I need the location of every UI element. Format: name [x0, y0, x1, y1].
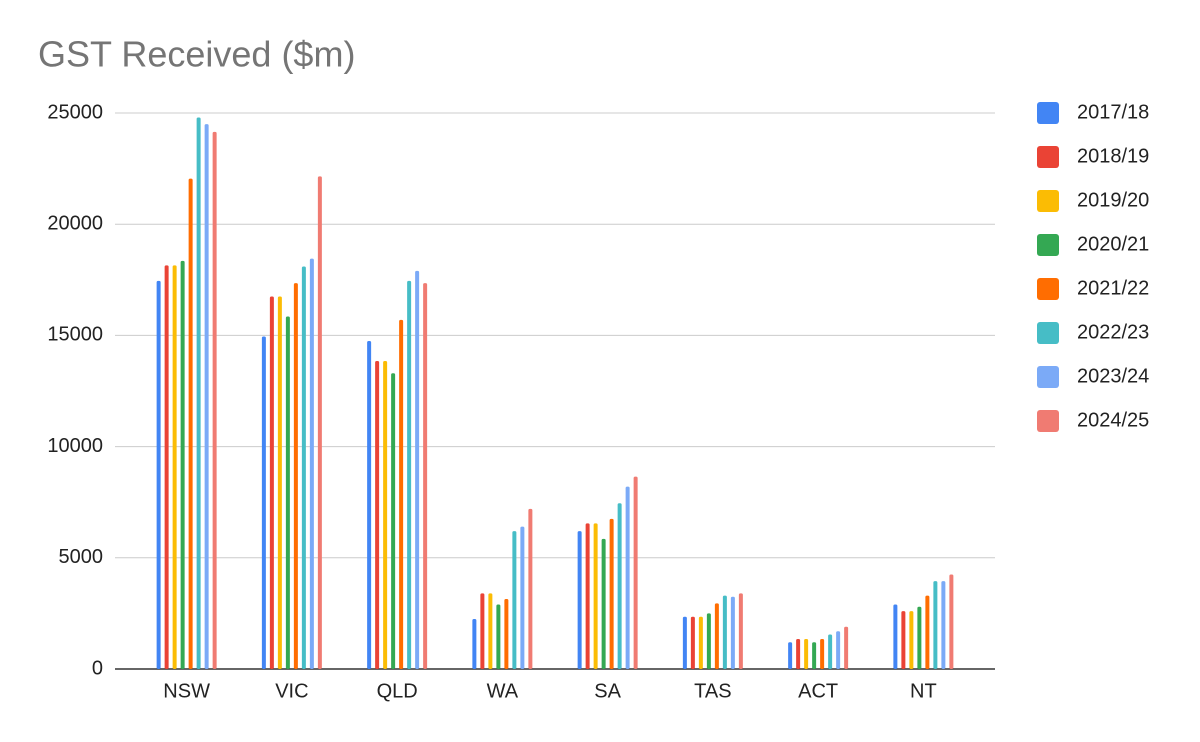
bar: [804, 638, 809, 669]
bar: [609, 518, 614, 669]
bar: [520, 526, 525, 669]
legend-swatch: [1037, 278, 1059, 300]
bar: [788, 642, 793, 669]
bar: [204, 124, 209, 670]
y-tick-label: 15000: [47, 324, 103, 346]
bar: [196, 117, 201, 669]
bar: [909, 611, 914, 669]
bar: [893, 604, 898, 669]
x-tick-label: NT: [910, 680, 937, 702]
legend-label: 2018/19: [1077, 145, 1149, 167]
bar: [796, 638, 801, 669]
x-tick-label: NSW: [163, 680, 210, 702]
bar: [738, 593, 743, 669]
bar: [488, 593, 493, 669]
bar: [617, 503, 622, 669]
y-tick-label: 25000: [47, 101, 103, 123]
y-tick-label: 20000: [47, 212, 103, 234]
bar: [949, 574, 954, 669]
legend-label: 2017/18: [1077, 101, 1149, 123]
bar: [585, 523, 590, 669]
bar: [293, 283, 298, 669]
bar: [633, 476, 638, 669]
legend-swatch: [1037, 322, 1059, 344]
bar: [496, 604, 501, 669]
bar: [309, 258, 314, 669]
x-tick-label: SA: [594, 680, 621, 702]
bar: [820, 638, 825, 669]
legend-label: 2021/22: [1077, 277, 1149, 299]
bar: [164, 265, 169, 669]
bar: [577, 531, 582, 669]
legend-swatch: [1037, 146, 1059, 168]
legend-swatch: [1037, 190, 1059, 212]
bar: [528, 508, 533, 669]
bar: [156, 280, 161, 669]
y-tick-label: 10000: [47, 435, 103, 457]
bar: [925, 595, 930, 669]
bar: [836, 631, 841, 669]
legend-label: 2020/21: [1077, 233, 1149, 255]
bar: [180, 260, 185, 669]
bar: [504, 598, 509, 669]
bar: [480, 593, 485, 669]
y-tick-label: 0: [92, 657, 103, 679]
bar: [188, 178, 193, 669]
bar: [722, 595, 727, 669]
bar: [391, 373, 396, 669]
bar: [277, 296, 282, 669]
bar: [367, 340, 372, 669]
legend-swatch: [1037, 234, 1059, 256]
bar: [423, 283, 428, 669]
bar: [407, 280, 412, 669]
legend-label: 2019/20: [1077, 189, 1149, 211]
bar: [269, 296, 274, 669]
bar: [690, 616, 695, 669]
bar: [812, 642, 817, 669]
bar: [301, 266, 306, 669]
bar: [941, 581, 946, 669]
bar: [625, 486, 630, 669]
bar: [593, 523, 598, 669]
bar: [917, 606, 922, 669]
x-tick-label: QLD: [377, 680, 418, 702]
y-tick-label: 5000: [59, 546, 104, 568]
bar: [682, 616, 687, 669]
legend-label: 2024/25: [1077, 409, 1149, 431]
bar: [512, 531, 517, 669]
legend-swatch: [1037, 102, 1059, 124]
bar: [375, 360, 380, 669]
x-tick-label: ACT: [798, 680, 838, 702]
x-tick-label: VIC: [275, 680, 308, 702]
bar: [730, 596, 735, 669]
bar: [698, 616, 703, 669]
bar: [933, 581, 938, 669]
bar: [261, 336, 266, 669]
bar: [714, 603, 719, 669]
bar: [399, 319, 404, 669]
legend-label: 2023/24: [1077, 365, 1149, 387]
bar: [844, 626, 849, 669]
x-tick-label: TAS: [694, 680, 731, 702]
bar: [472, 618, 477, 669]
legend-label: 2022/23: [1077, 321, 1149, 343]
bar: [172, 265, 177, 669]
bar: [415, 270, 420, 669]
legend-swatch: [1037, 410, 1059, 432]
x-tick-label: WA: [487, 680, 519, 702]
legend-swatch: [1037, 366, 1059, 388]
bar: [901, 611, 906, 669]
bar: [285, 316, 290, 669]
bar: [383, 360, 388, 669]
bar: [601, 538, 606, 669]
bar: [317, 176, 322, 669]
bar: [828, 634, 833, 669]
chart-title: GST Received ($m): [38, 34, 355, 75]
bar: [706, 613, 711, 669]
bar: [212, 131, 217, 670]
